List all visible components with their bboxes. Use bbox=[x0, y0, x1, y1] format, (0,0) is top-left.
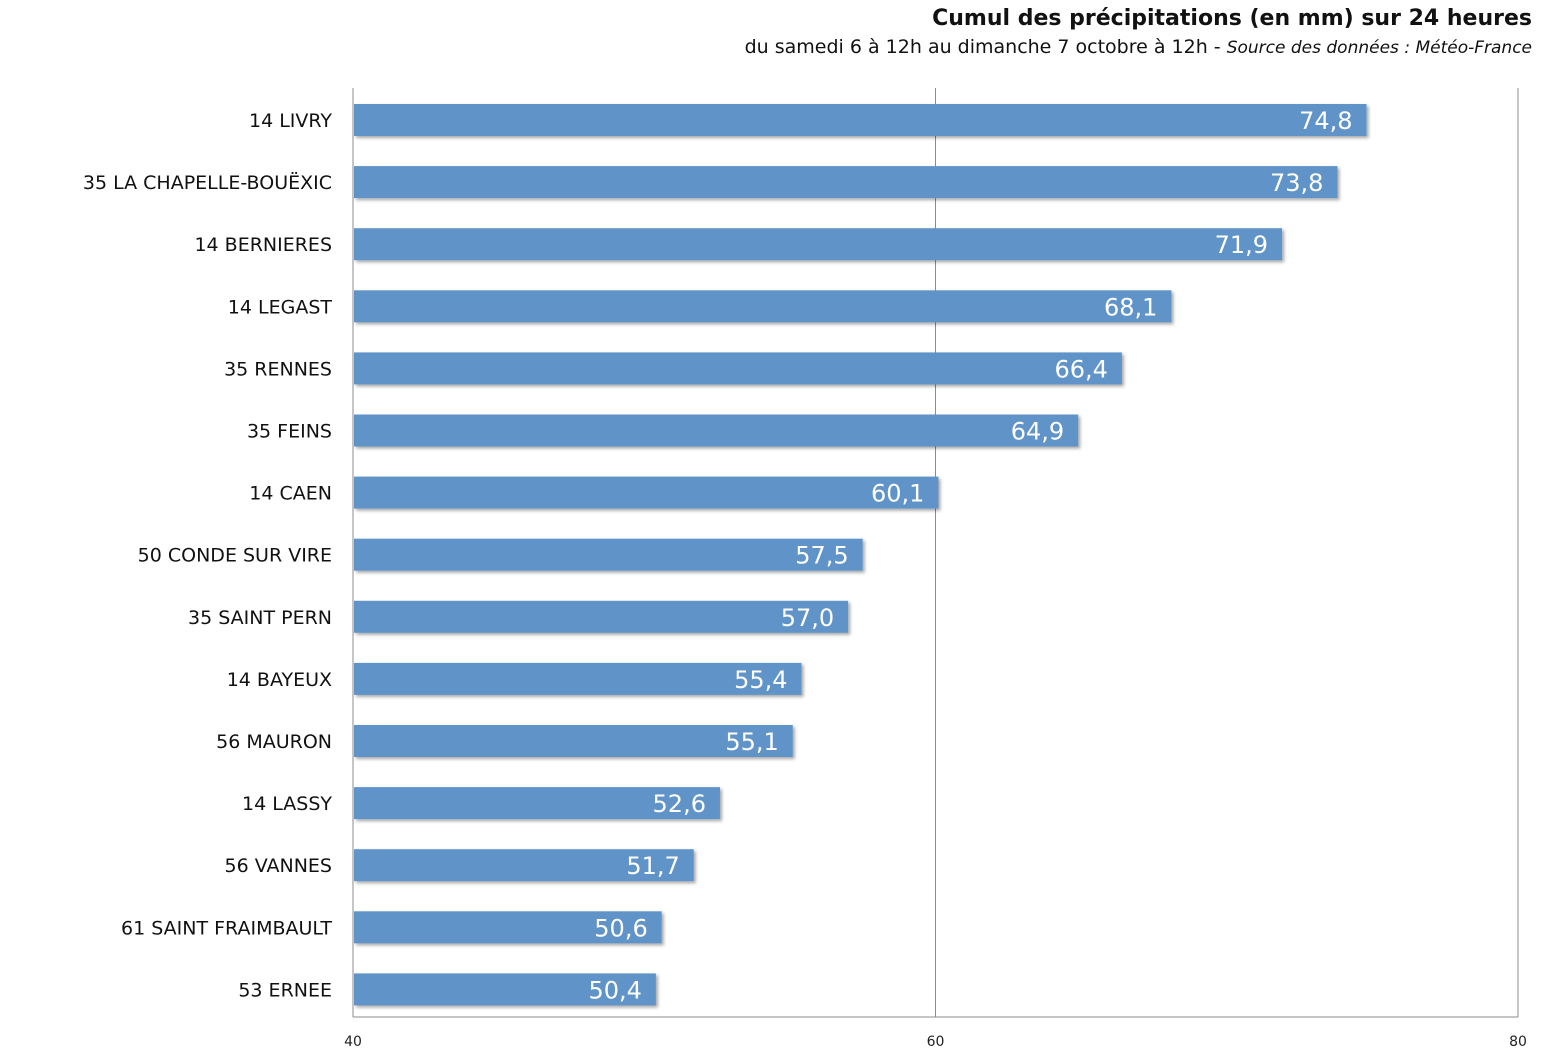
bar bbox=[354, 476, 939, 509]
chart-source: Source des données : Météo-France bbox=[1226, 38, 1532, 58]
category-label: 56 VANNES bbox=[225, 855, 333, 877]
category-label: 56 MAURON bbox=[216, 731, 332, 753]
x-tick-label: 80 bbox=[1509, 1034, 1527, 1050]
bar bbox=[354, 787, 720, 820]
bar-value-label: 68,1 bbox=[1104, 293, 1157, 321]
bar-value-label: 74,8 bbox=[1299, 107, 1352, 135]
bar-value-label: 71,9 bbox=[1215, 231, 1268, 259]
x-tick-label: 60 bbox=[927, 1034, 945, 1050]
bar bbox=[354, 973, 656, 1006]
bar-value-label: 52,6 bbox=[653, 790, 706, 818]
category-label: 35 SAINT PERN bbox=[188, 607, 332, 629]
bar-value-label: 60,1 bbox=[871, 480, 924, 508]
bar-value-label: 51,7 bbox=[626, 852, 679, 880]
bar bbox=[354, 538, 863, 571]
bar bbox=[354, 725, 793, 757]
bar bbox=[354, 290, 1172, 323]
chart-title-block: Cumul des précipitations (en mm) sur 24 … bbox=[745, 4, 1532, 61]
bar bbox=[354, 104, 1367, 136]
category-label: 35 RENNES bbox=[224, 358, 332, 380]
x-axis-ticks: 40 60 80 bbox=[344, 1034, 1527, 1050]
bar bbox=[354, 228, 1283, 261]
bar-value-label: 57,5 bbox=[795, 542, 848, 570]
category-label: 14 LIVRY bbox=[249, 110, 332, 132]
category-label: 35 LA CHAPELLE-BOUËXIC bbox=[83, 171, 332, 194]
bar bbox=[354, 414, 1079, 447]
chart-subtitle: du samedi 6 à 12h au dimanche 7 octobre … bbox=[744, 36, 1221, 58]
chart-subtitle-line: du samedi 6 à 12h au dimanche 7 octobre … bbox=[745, 34, 1532, 61]
bar-value-label: 73,8 bbox=[1270, 169, 1323, 197]
category-label: 14 LEGAST bbox=[228, 296, 333, 318]
bar bbox=[354, 166, 1338, 199]
chart-title: Cumul des précipitations (en mm) sur 24 … bbox=[932, 6, 1532, 31]
bars: 74,8 73,8 71,9 68,1 66,4 64,9 60,1 57,5 57,0 55,4… bbox=[354, 104, 1367, 1006]
bar bbox=[354, 352, 1122, 385]
bar-value-label: 55,4 bbox=[734, 666, 787, 694]
gridlines bbox=[352, 88, 1519, 1018]
bar-value-label: 50,6 bbox=[594, 914, 647, 942]
bar-value-label: 55,1 bbox=[725, 728, 778, 756]
category-label: 14 BERNIERES bbox=[194, 234, 332, 256]
bar-value-label: 66,4 bbox=[1054, 355, 1107, 383]
category-label: 53 ERNEE bbox=[238, 979, 332, 1001]
bar bbox=[354, 911, 662, 944]
category-label: 14 CAEN bbox=[249, 483, 332, 505]
bar bbox=[354, 849, 694, 882]
category-label: 14 LASSY bbox=[242, 793, 332, 815]
category-label: 14 BAYEUX bbox=[227, 669, 332, 691]
category-label: 35 FEINS bbox=[247, 421, 332, 443]
bar bbox=[354, 600, 849, 633]
bar-value-label: 50,4 bbox=[588, 976, 641, 1004]
category-label: 61 SAINT FRAIMBAULT bbox=[121, 917, 332, 939]
bar-value-label: 57,0 bbox=[781, 604, 834, 632]
bar-value-label: 64,9 bbox=[1011, 418, 1064, 446]
category-labels: 14 LIVRY 35 LA CHAPELLE-BOUËXIC 14 BERNIER… bbox=[83, 110, 332, 1001]
bar bbox=[354, 662, 802, 695]
category-label: 50 CONDE SUR VIRE bbox=[138, 545, 332, 567]
x-tick-label: 40 bbox=[344, 1034, 362, 1050]
